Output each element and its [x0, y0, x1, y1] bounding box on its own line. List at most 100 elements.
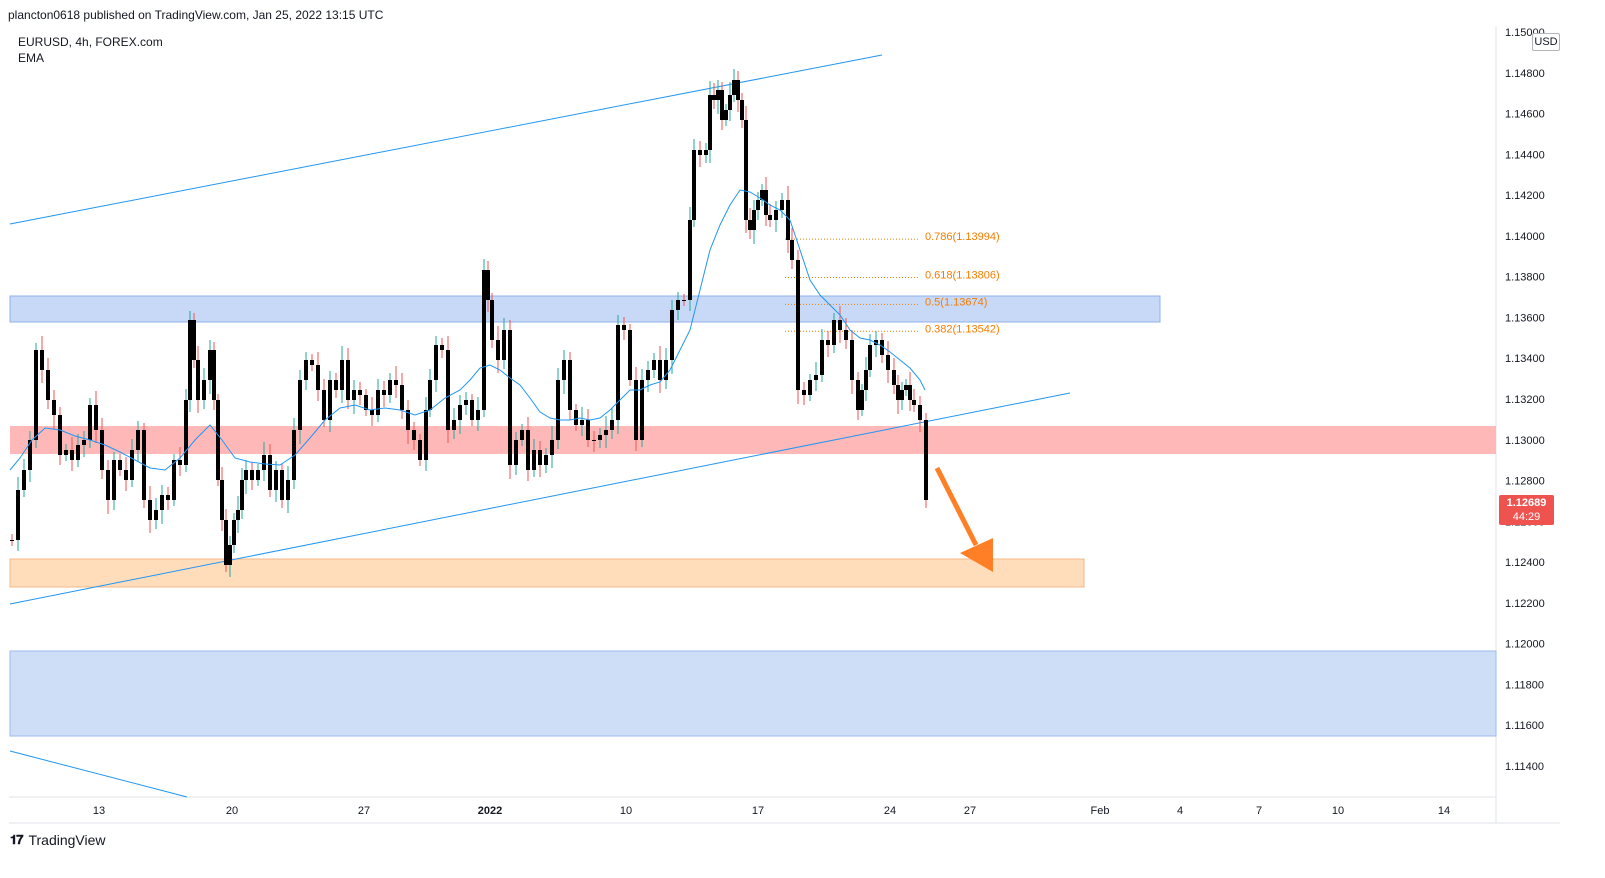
candle-body	[728, 95, 732, 110]
candle-body	[208, 350, 212, 380]
candle-body	[22, 470, 26, 490]
candle-body	[912, 400, 916, 405]
candle-body	[352, 390, 356, 400]
time-tick-label: 10	[620, 805, 632, 817]
candle-body	[240, 480, 244, 510]
candle-body	[28, 440, 32, 470]
candle-body	[790, 240, 794, 260]
symbol-info[interactable]: EURUSD, 4h, FOREX.com	[18, 35, 163, 49]
price-tick-label: 1.12200	[1505, 598, 1545, 610]
candle-body	[904, 385, 908, 390]
target-zone-orange[interactable]	[9, 558, 1085, 588]
price-tick-label: 1.14800	[1505, 68, 1545, 80]
candle-body	[682, 300, 686, 301]
candle-body	[814, 375, 818, 380]
candle-body	[160, 495, 164, 510]
candle-body	[562, 360, 566, 380]
candle-body	[428, 380, 432, 410]
candle-body	[622, 325, 626, 330]
candle-body	[864, 370, 868, 390]
candle-body	[130, 450, 134, 480]
candle-body	[184, 400, 188, 465]
candle-body	[388, 380, 392, 395]
lower-trend-line[interactable]	[9, 750, 188, 798]
candle-body	[370, 410, 374, 415]
candle-body	[232, 520, 236, 545]
support-zone-blue[interactable]	[9, 650, 1497, 737]
downward-arrow[interactable]	[934, 466, 993, 572]
time-tick-label: 10	[1332, 805, 1344, 817]
candle-body	[628, 330, 632, 380]
candle-body	[780, 200, 784, 210]
candle-body	[610, 420, 614, 430]
candle-body	[896, 385, 900, 400]
candle-body	[446, 350, 450, 430]
candle-body	[808, 380, 812, 395]
candle-body	[760, 190, 764, 200]
fibonacci-retracement[interactable]: 0.786(1.13994) 0.618(1.13806) 0.5(1.13674)…	[785, 231, 1000, 335]
candle-body	[532, 450, 536, 470]
time-tick-label: 4	[1177, 805, 1183, 817]
candle-body	[256, 470, 260, 480]
candle-body	[732, 80, 736, 95]
price-tick-label: 1.11600	[1505, 720, 1544, 732]
candle-body	[412, 430, 416, 440]
fib-level-label: 0.618(1.13806)	[925, 269, 1000, 281]
candle-body	[802, 390, 806, 395]
price-tick-label: 1.14400	[1505, 149, 1545, 161]
time-tick-label: 24	[884, 805, 896, 817]
candle-body	[244, 470, 248, 480]
candle-body	[756, 200, 760, 210]
price-tick-label: 1.12400	[1505, 557, 1545, 569]
candle-body	[604, 430, 608, 435]
tradingview-logo-text: TradingView	[28, 832, 106, 848]
time-tick-label: 2022	[478, 805, 502, 817]
currency-badge[interactable]: USD	[1532, 33, 1560, 51]
candle-body	[262, 455, 266, 470]
channel-lower-line[interactable]	[9, 392, 1071, 605]
candle-body	[52, 400, 56, 415]
candle-body	[664, 360, 668, 380]
candle-body	[634, 380, 638, 440]
candle-body	[106, 470, 110, 500]
candle-body	[236, 510, 240, 520]
candle-body	[496, 340, 500, 360]
candle-body	[280, 470, 284, 500]
candle-body	[88, 405, 92, 440]
candle-body	[178, 460, 182, 465]
candle-body	[676, 300, 680, 310]
candle-body	[458, 405, 462, 420]
candle-body	[166, 495, 170, 500]
time-axis[interactable]: 13 20 27 2022 10 17 24 27 Feb 4 7 10 14	[93, 805, 1450, 817]
candle-body	[424, 410, 428, 460]
candle-body	[148, 500, 152, 520]
candle-body	[124, 470, 128, 480]
resistance-zone-red[interactable]	[10, 426, 1496, 454]
candle-body	[860, 390, 864, 410]
price-axis[interactable]: 1.150001.148001.146001.144001.142001.140…	[1505, 27, 1545, 773]
price-tick-label: 1.11400	[1505, 761, 1544, 773]
candle-body	[720, 90, 724, 120]
candle-body	[82, 440, 86, 445]
candle-body	[832, 320, 836, 345]
candle-body	[376, 390, 380, 415]
tradingview-logo[interactable]: 𝟏𝟕 TradingView	[10, 832, 106, 848]
fib-level-label: 0.786(1.13994)	[925, 231, 1000, 243]
candle-body	[304, 360, 308, 380]
candle-body	[470, 400, 474, 420]
candle-body	[838, 320, 842, 330]
tradingview-logo-icon: 𝟏𝟕	[10, 832, 24, 847]
current-price: 1.12689	[1506, 497, 1547, 509]
candle-body	[580, 420, 584, 425]
candle-body	[486, 270, 490, 300]
candle-body	[502, 330, 506, 360]
candle-body	[76, 445, 80, 460]
indicator-label[interactable]: EMA	[18, 51, 45, 65]
candle-body	[310, 360, 314, 365]
resistance-zone-blue[interactable]	[9, 295, 1161, 323]
candle-body	[364, 395, 368, 410]
time-tick-label: 20	[226, 805, 238, 817]
candle-body	[482, 270, 486, 410]
candle-body	[826, 340, 830, 345]
